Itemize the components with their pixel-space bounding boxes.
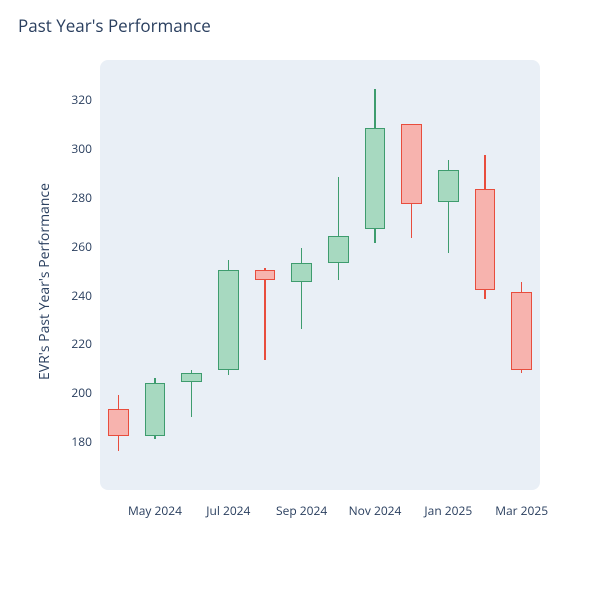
y-tick-label: 180 [71,433,92,450]
candle-body [181,373,202,383]
candle-body [475,189,496,289]
x-tick-label: Jul 2024 [198,502,258,519]
candle-wick [264,268,266,361]
candle-body [511,292,532,370]
candle-body [291,263,312,283]
chart-title: Past Year's Performance [18,14,211,37]
y-tick-label: 240 [71,287,92,304]
candle-body [108,409,129,436]
candle-body [328,236,349,263]
x-tick-label: Sep 2024 [272,502,332,519]
chart-root: Past Year's Performance EVR's Past Year'… [0,0,600,600]
x-tick-label: May 2024 [125,502,185,519]
y-tick-label: 300 [71,140,92,157]
x-tick-label: Mar 2025 [492,502,552,519]
x-tick-label: Nov 2024 [345,502,405,519]
y-tick-label: 320 [71,91,92,108]
y-axis-label: EVR's Past Year's Performance [35,183,54,380]
y-tick-label: 200 [71,384,92,401]
y-tick-label: 260 [71,238,92,255]
candle-body [218,270,239,370]
candle-body [438,170,459,202]
candle-body [365,128,386,228]
y-tick-label: 220 [71,335,92,352]
candle-body [255,270,276,280]
x-tick-label: Jan 2025 [418,502,478,519]
candle-body [401,124,422,205]
candle-body [145,383,166,437]
candle-wick [338,177,340,280]
y-tick-label: 280 [71,189,92,206]
candle-wick [301,248,303,329]
